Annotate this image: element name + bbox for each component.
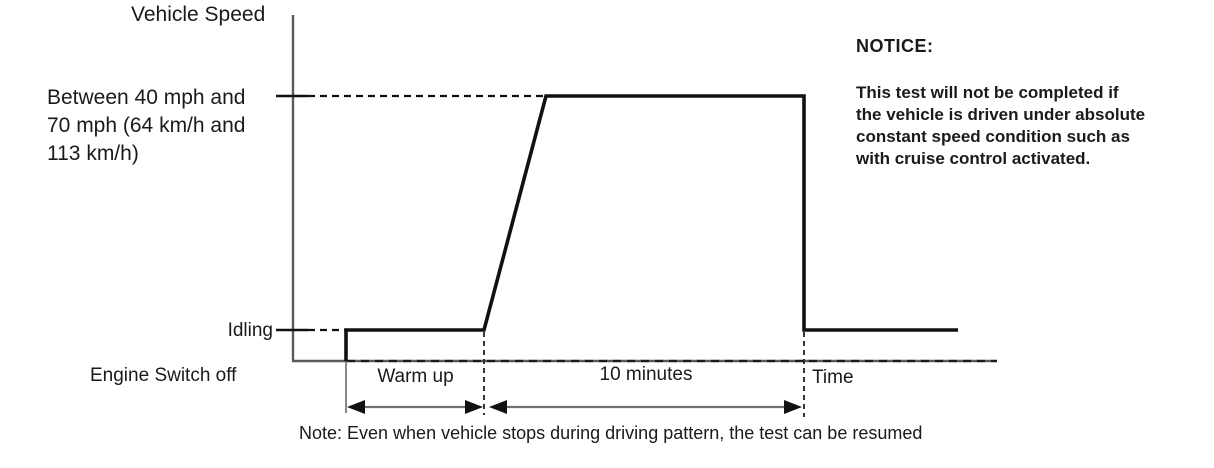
ten-minutes-phase-label: 10 minutes (599, 364, 693, 385)
notice-block: NOTICE: This test will not be completed … (856, 36, 1145, 170)
drive-duration-arrow (489, 400, 802, 414)
engine-switch-off-label: Engine Switch off (90, 365, 237, 386)
speed-range-line-1: Between 40 mph and (47, 86, 246, 109)
x-axis-label: Time (812, 367, 854, 388)
warmup-arrowhead-right (465, 400, 483, 414)
speed-range-line-3: 113 km/h) (47, 142, 139, 165)
warm-up-phase-label: Warm up (377, 366, 454, 387)
speed-curve (344, 94, 958, 361)
y-axis-label: Vehicle Speed (131, 3, 266, 26)
bottom-note: Note: Even when vehicle stops during dri… (299, 423, 923, 443)
drive-arrowhead-right (784, 400, 802, 414)
notice-title: NOTICE: (856, 36, 934, 56)
speed-range-line-2: 70 mph (64 km/h and (47, 114, 246, 137)
warmup-arrowhead-left (347, 400, 365, 414)
drive-arrowhead-left (489, 400, 507, 414)
speed-range-label: Between 40 mph and 70 mph (64 km/h and 1… (47, 84, 245, 168)
notice-line-4: with cruise control activated. (856, 149, 1091, 168)
notice-line-1: This test will not be completed if (856, 83, 1119, 102)
warmup-duration-arrow (347, 400, 483, 414)
notice-body: This test will not be completed if the v… (856, 82, 1145, 170)
notice-line-3: constant speed condition such as (856, 127, 1130, 146)
notice-line-2: the vehicle is driven under absolute (856, 105, 1146, 124)
idling-label: Idling (227, 320, 273, 341)
